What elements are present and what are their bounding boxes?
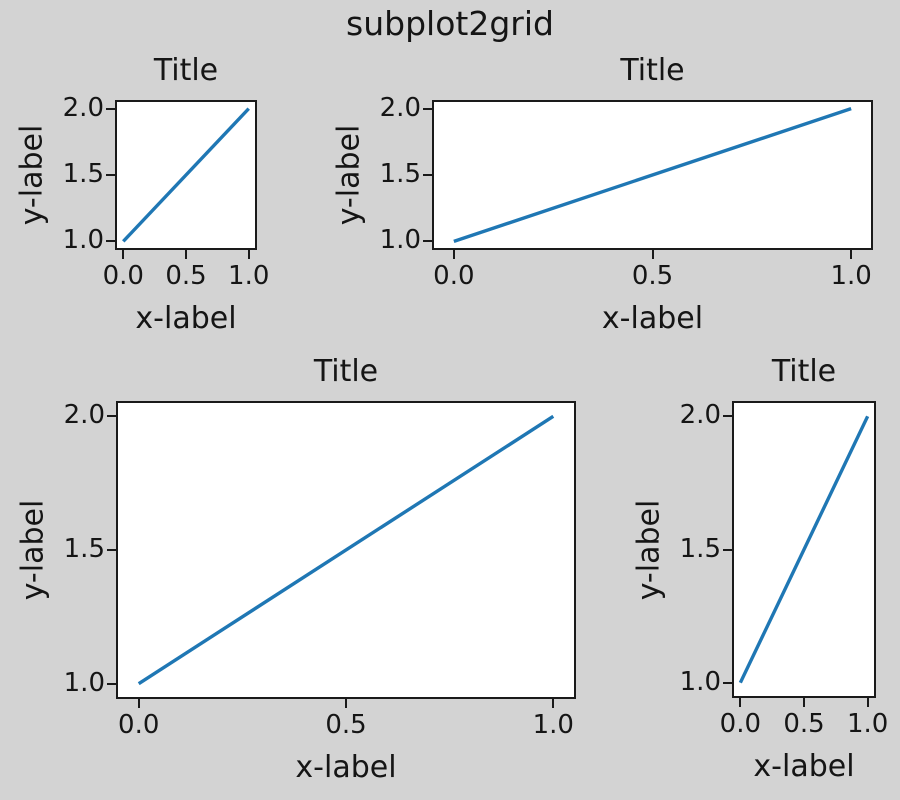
x-tick-mark <box>739 698 742 707</box>
y-tick-mark <box>723 548 732 551</box>
y-tick-mark <box>106 107 115 110</box>
y-tick-mark <box>107 549 116 551</box>
subplot-top-left: Title 0.0 0.5 1.0 2.0 1.5 1.0 y-label x-… <box>15 54 270 335</box>
x-tick-label: 1.0 <box>846 709 889 739</box>
data-line <box>123 109 248 242</box>
line-series <box>117 102 255 248</box>
y-tick-label: 1.5 <box>679 533 721 564</box>
y-tick-mark <box>723 681 732 684</box>
x-tick-label: 0.0 <box>102 261 144 291</box>
x-tick-label: 0.5 <box>165 261 207 291</box>
y-tick-label: 2.0 <box>62 92 104 123</box>
plot-area: 0.0 0.5 1.0 2.0 1.5 1.0 y-label <box>632 400 889 738</box>
x-axis-label: x-label <box>601 301 704 336</box>
y-tick-mark <box>107 682 116 685</box>
x-tick-label: 0.5 <box>325 710 367 740</box>
subplot-bottom-left: Title 0.0 0.5 1.0 2.0 1.5 1.0 y-label x-… <box>16 355 576 784</box>
data-line <box>740 416 867 682</box>
y-tick-label: 1.0 <box>63 667 105 698</box>
x-tick-mark <box>552 699 555 708</box>
y-tick-mark <box>106 174 115 176</box>
x-tick-mark <box>122 250 125 259</box>
x-tick-label: 1.0 <box>532 710 574 740</box>
y-tick-label: 1.5 <box>62 159 104 190</box>
x-tick-mark <box>185 250 187 259</box>
axes-title: Title <box>313 354 379 389</box>
y-tick-mark <box>723 415 732 418</box>
x-axis-label: x-label <box>295 750 397 785</box>
y-axis-label: y-label <box>14 124 50 226</box>
y-tick-mark <box>423 174 432 176</box>
x-tick-label: 0.5 <box>631 261 674 291</box>
y-axis-label: y-label <box>15 499 51 601</box>
y-tick-mark <box>423 107 432 110</box>
y-tick-label: 1.0 <box>679 666 721 697</box>
y-tick-label: 1.0 <box>379 225 421 256</box>
x-axis-label: x-label <box>753 749 855 784</box>
x-tick-label: 0.0 <box>433 261 475 291</box>
subplot-top-right: Title 0.0 0.5 1.0 2.0 1.5 1.0 y-label x-… <box>332 54 873 335</box>
subplot-bottom-right: Title 0.0 0.5 1.0 2.0 1.5 1.0 y-label x-… <box>632 355 889 783</box>
y-axis-label: y-label <box>331 124 367 226</box>
y-tick-label: 1.0 <box>62 225 104 256</box>
x-tick-mark <box>803 698 805 707</box>
data-line <box>454 109 851 242</box>
y-tick-mark <box>423 240 432 243</box>
x-tick-mark <box>247 250 250 259</box>
x-tick-label: 0.5 <box>783 709 825 739</box>
line-series <box>118 403 574 697</box>
x-tick-label: 0.0 <box>118 710 160 740</box>
y-tick-label: 2.0 <box>63 400 105 431</box>
x-tick-mark <box>345 699 347 708</box>
y-tick-mark <box>106 240 115 243</box>
data-line <box>139 416 554 683</box>
y-tick-label: 2.0 <box>679 400 721 431</box>
y-tick-label: 1.5 <box>379 159 421 190</box>
figure-suptitle: subplot2grid <box>346 4 554 43</box>
x-tick-label: 0.0 <box>719 709 762 739</box>
x-axis-label: x-label <box>135 301 237 336</box>
y-axis-label: y-label <box>631 499 667 600</box>
axes-title: Title <box>620 53 685 88</box>
y-tick-label: 2.0 <box>379 92 421 123</box>
x-tick-mark <box>850 250 853 259</box>
axes-title: Title <box>771 354 837 389</box>
plot-area: 0.0 0.5 1.0 2.0 1.5 1.0 y-label <box>16 401 576 740</box>
plot-area: 0.0 0.5 1.0 2.0 1.5 1.0 y-label <box>332 93 873 291</box>
x-tick-mark <box>651 250 654 259</box>
plot-area: 0.0 0.5 1.0 2.0 1.5 1.0 y-label <box>15 93 270 291</box>
axes-title: Title <box>153 53 219 88</box>
line-series <box>434 102 871 248</box>
x-tick-label: 1.0 <box>228 261 270 291</box>
x-tick-mark <box>137 699 140 708</box>
y-tick-label: 1.5 <box>63 534 105 565</box>
x-tick-mark <box>866 698 869 707</box>
x-tick-label: 1.0 <box>830 261 872 291</box>
y-tick-mark <box>107 415 116 418</box>
x-tick-mark <box>452 250 455 259</box>
line-series <box>734 403 874 696</box>
